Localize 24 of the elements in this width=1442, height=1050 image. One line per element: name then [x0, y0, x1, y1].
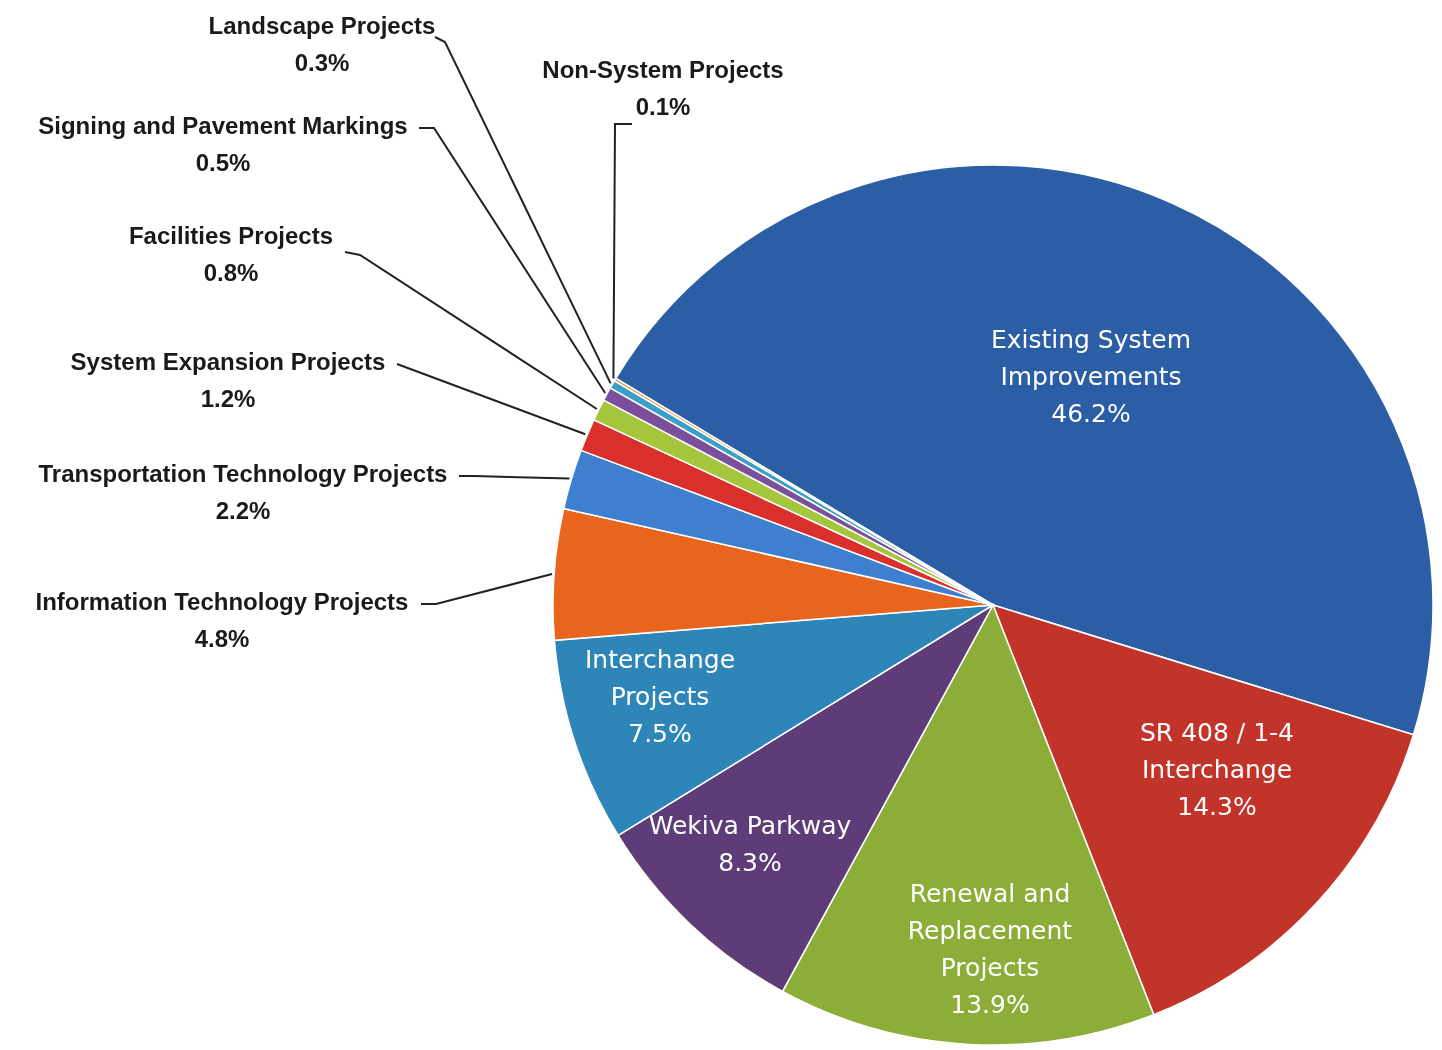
data-label: 14.3% — [1177, 792, 1257, 821]
data-label: 0.1% — [635, 93, 691, 120]
slice-label: Landscape Projects — [208, 12, 436, 39]
data-label: 8.3% — [718, 848, 782, 877]
slice-label: Interchange Projects — [584, 645, 736, 711]
slice-label: Information Technology Projects — [35, 588, 409, 615]
data-label: 0.3% — [294, 49, 350, 76]
data-label: 0.5% — [195, 149, 251, 176]
slice-label: Renewal and Replacement Projects — [907, 879, 1073, 982]
data-label: 7.5% — [628, 719, 692, 748]
data-label: 4.8% — [194, 625, 250, 652]
slice-label: Existing System Improvements — [990, 325, 1192, 391]
slice-label: Non-System Projects — [542, 56, 784, 83]
slice-label: Wekiva Parkway — [648, 811, 852, 840]
slice-label: SR 408 / 1-4 Interchange — [1139, 718, 1295, 784]
data-label: 2.2% — [215, 497, 271, 524]
slice-label: Signing and Pavement Markings — [38, 112, 408, 139]
data-label: 0.8% — [203, 259, 259, 286]
data-label: 13.9% — [950, 990, 1030, 1019]
data-label: 1.2% — [200, 385, 256, 412]
slice-label: System Expansion Projects — [70, 348, 386, 375]
slice-label: Transportation Technology Projects — [38, 460, 448, 487]
slice-label: Facilities Projects — [128, 222, 334, 249]
data-label: 46.2% — [1051, 399, 1131, 428]
